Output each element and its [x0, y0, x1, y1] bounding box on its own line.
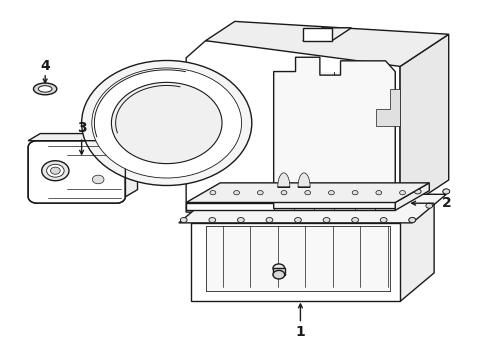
Polygon shape	[273, 72, 394, 208]
Circle shape	[81, 60, 251, 185]
Circle shape	[375, 190, 381, 195]
Circle shape	[399, 190, 405, 195]
Circle shape	[50, 167, 60, 174]
Polygon shape	[375, 89, 399, 126]
Polygon shape	[297, 173, 309, 187]
Polygon shape	[186, 203, 394, 210]
Polygon shape	[186, 183, 428, 203]
Circle shape	[272, 270, 284, 279]
Circle shape	[356, 189, 363, 194]
Circle shape	[413, 189, 420, 194]
Text: 4: 4	[40, 59, 50, 73]
Circle shape	[323, 217, 329, 222]
Circle shape	[408, 217, 415, 222]
Circle shape	[243, 189, 249, 194]
Polygon shape	[302, 28, 331, 41]
Circle shape	[46, 164, 64, 177]
Circle shape	[271, 189, 278, 194]
Polygon shape	[399, 34, 448, 212]
Circle shape	[41, 161, 69, 181]
Text: 1: 1	[295, 325, 305, 339]
Circle shape	[272, 264, 284, 273]
Circle shape	[209, 190, 215, 195]
Text: 2: 2	[441, 196, 450, 210]
Polygon shape	[399, 194, 433, 301]
Circle shape	[385, 189, 392, 194]
Circle shape	[408, 217, 415, 222]
Circle shape	[233, 190, 239, 195]
Circle shape	[294, 217, 301, 222]
Polygon shape	[205, 21, 448, 66]
Circle shape	[380, 217, 386, 222]
Circle shape	[257, 190, 263, 195]
Circle shape	[265, 217, 272, 222]
Polygon shape	[273, 57, 394, 208]
Circle shape	[92, 68, 241, 178]
Polygon shape	[394, 183, 428, 210]
Circle shape	[351, 190, 357, 195]
Circle shape	[111, 82, 222, 164]
Polygon shape	[125, 140, 137, 197]
Circle shape	[442, 189, 449, 194]
Text: 3: 3	[77, 121, 86, 135]
Polygon shape	[28, 134, 137, 141]
Circle shape	[425, 203, 432, 208]
Circle shape	[214, 189, 221, 194]
Polygon shape	[28, 141, 125, 203]
Circle shape	[328, 190, 334, 195]
Polygon shape	[272, 268, 284, 275]
Circle shape	[208, 217, 215, 222]
Circle shape	[442, 189, 449, 194]
Ellipse shape	[33, 83, 57, 95]
Polygon shape	[191, 223, 399, 301]
Polygon shape	[179, 194, 446, 223]
Circle shape	[180, 217, 187, 222]
Circle shape	[300, 189, 306, 194]
Polygon shape	[302, 28, 351, 41]
Circle shape	[281, 190, 286, 195]
Polygon shape	[277, 173, 289, 187]
Circle shape	[328, 189, 335, 194]
Circle shape	[351, 217, 358, 222]
Circle shape	[237, 217, 244, 222]
Polygon shape	[186, 41, 399, 212]
Circle shape	[92, 175, 104, 184]
Polygon shape	[205, 226, 389, 291]
Circle shape	[304, 190, 310, 195]
Ellipse shape	[38, 86, 52, 92]
